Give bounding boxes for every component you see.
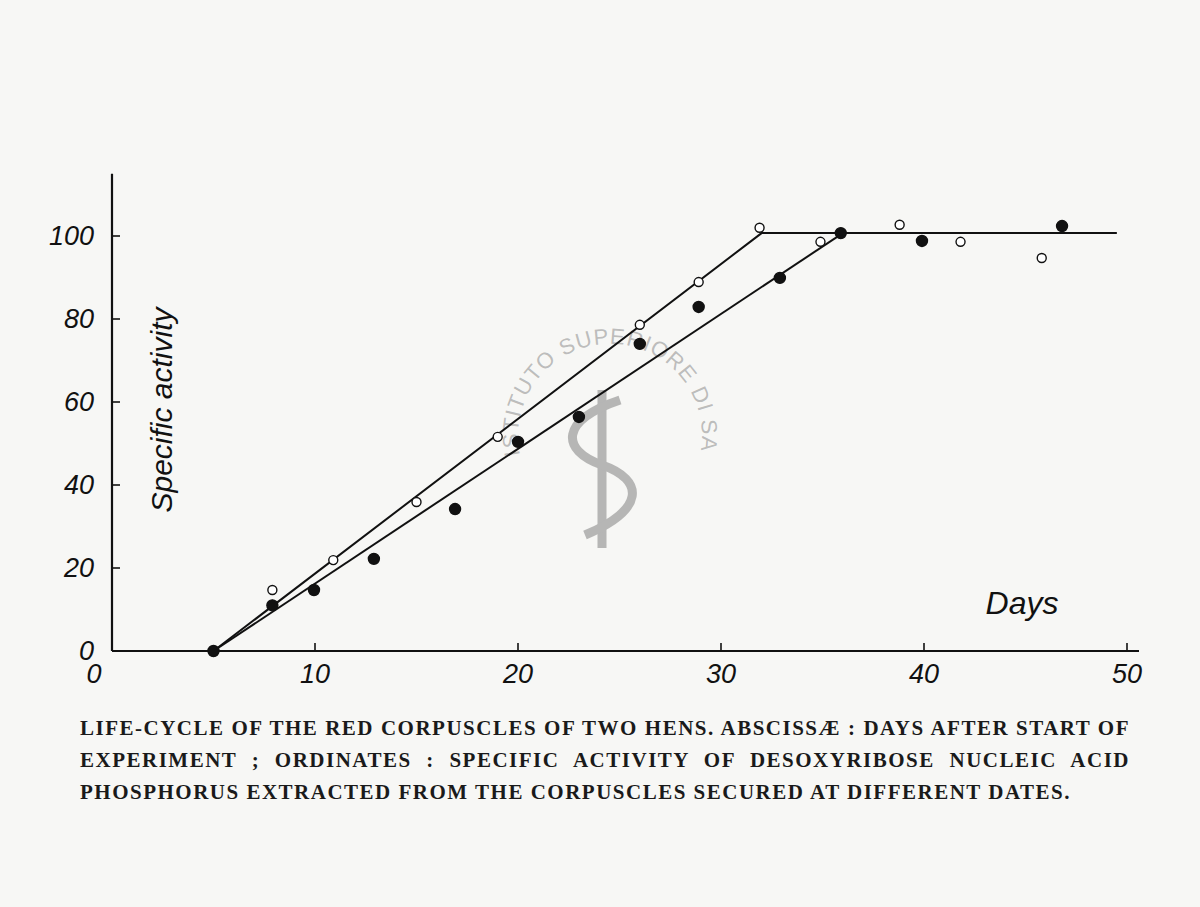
open-point bbox=[635, 320, 644, 329]
filled-point bbox=[208, 646, 219, 657]
plot-area bbox=[208, 220, 1117, 656]
open-point bbox=[412, 498, 421, 507]
watermark-snake bbox=[572, 400, 632, 535]
filled-point bbox=[368, 553, 379, 564]
y-tick bbox=[112, 401, 120, 403]
caption: LIFE-CYCLE OF THE RED CORPUSCLES OF TWO … bbox=[80, 712, 1130, 808]
y-tick bbox=[112, 235, 120, 237]
x-tick bbox=[1126, 643, 1128, 651]
x-tick bbox=[111, 643, 113, 651]
filled-point bbox=[450, 504, 461, 515]
y-tick-label: 0 bbox=[79, 636, 94, 666]
open-point bbox=[209, 647, 218, 656]
open-point bbox=[493, 432, 502, 441]
filled-point bbox=[634, 338, 645, 349]
open-point bbox=[816, 237, 825, 246]
y-tick bbox=[112, 318, 120, 320]
open-point bbox=[1037, 253, 1046, 262]
x-axis bbox=[112, 650, 1139, 652]
filled-point bbox=[308, 584, 319, 595]
x-axis-label: Days bbox=[986, 585, 1059, 621]
y-tick-label: 80 bbox=[64, 304, 94, 334]
x-tick-label: 30 bbox=[706, 659, 736, 689]
open-point bbox=[694, 278, 703, 287]
x-tick bbox=[314, 643, 316, 651]
filled-point bbox=[835, 228, 846, 239]
filled-point bbox=[513, 436, 524, 447]
filled-point bbox=[916, 235, 927, 246]
filled-point bbox=[573, 411, 584, 422]
y-tick bbox=[112, 567, 120, 569]
filled-point bbox=[1057, 221, 1068, 232]
x-tick-label: 40 bbox=[909, 659, 939, 689]
watermark-path: ISTITUTO SUPERIORE DI SANITA bbox=[0, 0, 722, 459]
x-tick-label: 50 bbox=[1112, 659, 1142, 689]
y-tick-label: 20 bbox=[63, 553, 94, 583]
chart: ISTITUTO SUPERIORE DI SANITA010203040500… bbox=[0, 0, 1200, 700]
open-point bbox=[268, 585, 277, 594]
y-axis-label: Specific activity bbox=[145, 305, 178, 512]
x-tick-label: 10 bbox=[300, 659, 330, 689]
y-axis bbox=[111, 174, 113, 651]
x-tick-label: 20 bbox=[502, 659, 533, 689]
x-tick bbox=[517, 643, 519, 651]
watermark: ISTITUTO SUPERIORE DI SANITA bbox=[0, 0, 722, 459]
filled-point bbox=[267, 600, 278, 611]
filled-point bbox=[774, 272, 785, 283]
open-point bbox=[895, 220, 904, 229]
fit-line bbox=[214, 233, 843, 651]
filled-point bbox=[693, 301, 704, 312]
y-tick-label: 40 bbox=[64, 470, 94, 500]
x-tick bbox=[720, 643, 722, 651]
open-point bbox=[329, 556, 338, 565]
watermark-symbol bbox=[572, 390, 632, 548]
x-tick bbox=[923, 643, 925, 651]
open-point bbox=[956, 237, 965, 246]
y-tick-label: 60 bbox=[64, 387, 94, 417]
y-tick-label: 100 bbox=[49, 221, 94, 251]
fit-line bbox=[214, 233, 1117, 651]
y-tick bbox=[112, 484, 120, 486]
open-point bbox=[755, 223, 764, 232]
y-tick bbox=[112, 650, 120, 652]
